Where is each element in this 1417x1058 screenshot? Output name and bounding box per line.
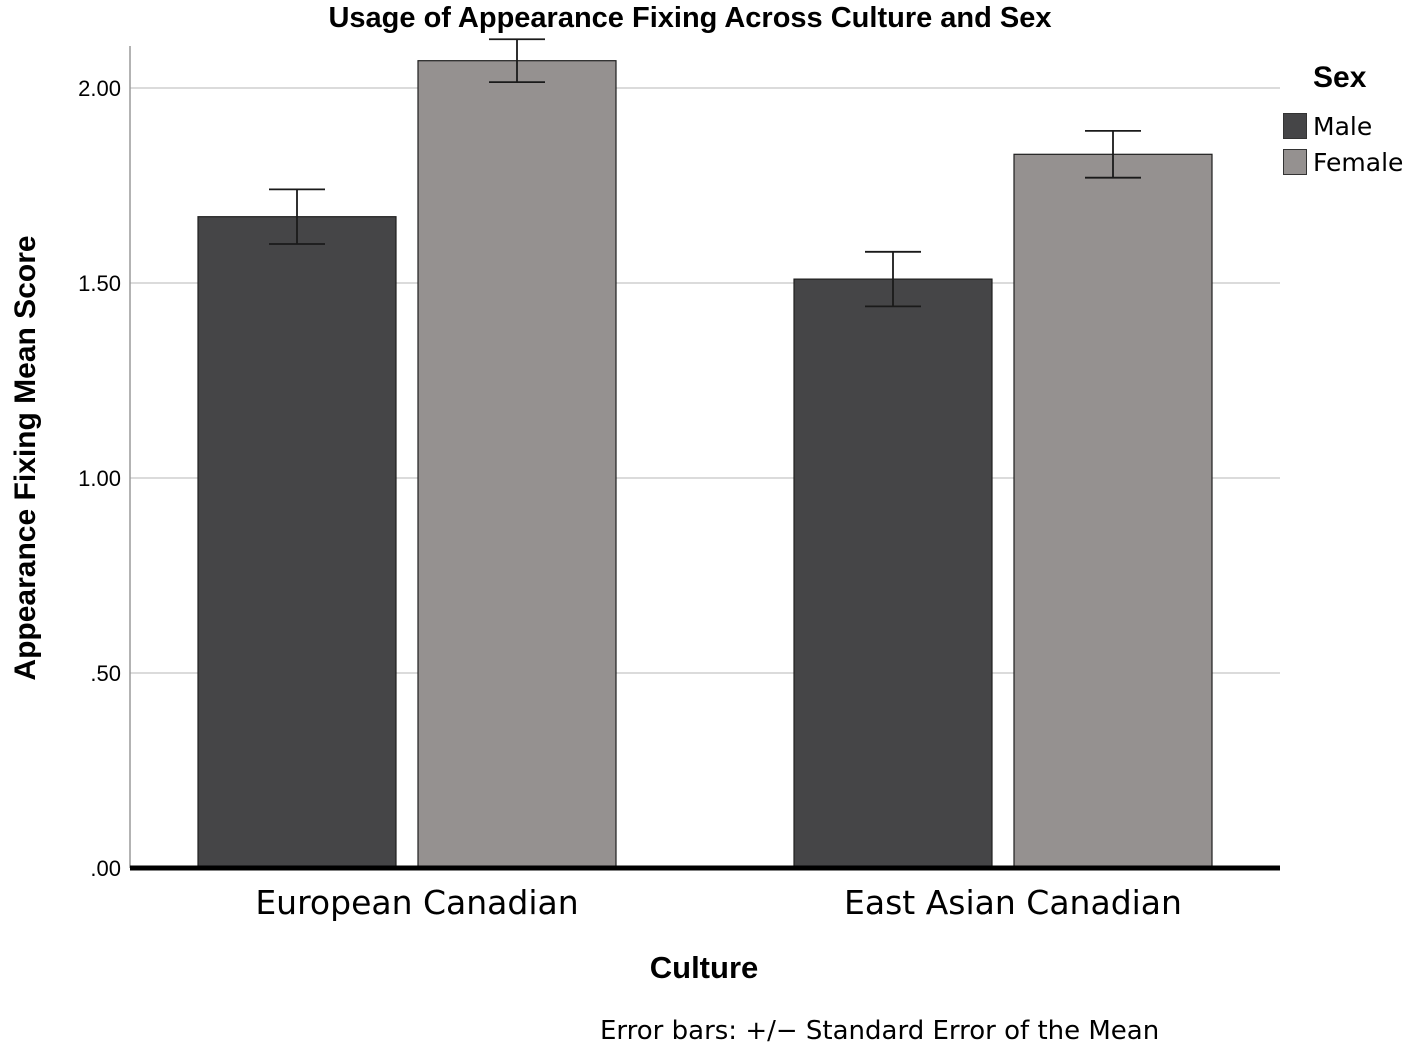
bar-female: [417, 60, 617, 869]
y-tick-label: 2.00: [78, 76, 121, 101]
legend-label-female: Female: [1313, 147, 1404, 177]
x-axis-label: Culture: [649, 950, 759, 985]
bar-male: [197, 216, 397, 869]
chart-title: Usage of Appearance Fixing Across Cultur…: [328, 2, 1052, 34]
legend-item-female: Female: [1283, 144, 1415, 180]
legend-label-male: Male: [1313, 111, 1373, 141]
y-tick-label: 1.50: [78, 271, 121, 296]
legend-item-male: Male: [1283, 108, 1415, 144]
legend-swatch-male: [1283, 113, 1307, 139]
error-bar-note: Error bars: +/− Standard Error of the Me…: [600, 1016, 1160, 1046]
bar-male: [793, 278, 993, 869]
legend: Sex Male Female: [1283, 58, 1415, 180]
legend-title: Sex: [1313, 61, 1367, 94]
y-tick-label: .50: [90, 661, 121, 686]
y-tick-label: 1.00: [78, 466, 121, 491]
bar-female: [1013, 153, 1213, 869]
y-tick-label: .00: [90, 856, 121, 881]
y-axis-label: Appearance Fixing Mean Score: [9, 235, 42, 681]
x-category-label: East Asian Canadian: [844, 883, 1182, 922]
x-category-label: European Canadian: [255, 883, 578, 922]
legend-swatch-female: [1283, 149, 1307, 175]
